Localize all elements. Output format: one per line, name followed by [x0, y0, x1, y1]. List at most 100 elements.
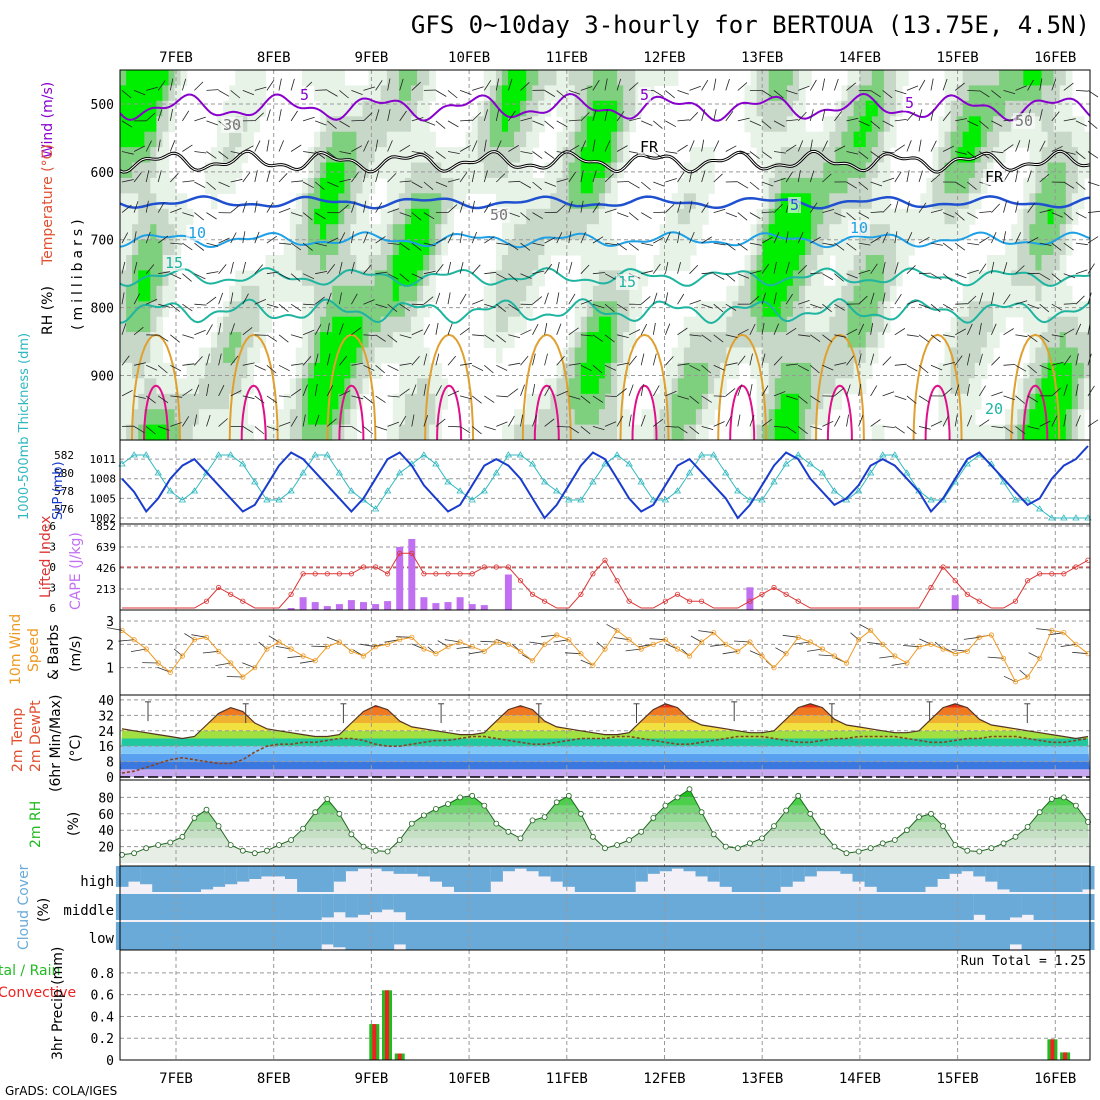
wind-barb	[1027, 202, 1036, 213]
rh-cell	[774, 116, 782, 133]
rh-cell	[1023, 70, 1030, 86]
rh-cell	[598, 208, 606, 225]
wind-barb	[785, 231, 789, 244]
rh-cell	[217, 162, 224, 179]
rh-cell	[774, 147, 782, 164]
wind-barb	[326, 322, 330, 335]
rh-cell	[356, 147, 364, 164]
rh-cell	[368, 131, 376, 148]
rh-cell	[1005, 409, 1012, 426]
rh-cell	[501, 162, 509, 179]
rh-cell	[641, 70, 649, 86]
rh-cell	[762, 85, 770, 102]
rh-cell	[877, 193, 885, 210]
wind-barb	[749, 120, 762, 127]
rh-cell	[235, 424, 242, 441]
wind-barb	[387, 334, 398, 343]
rh-cell	[144, 424, 151, 441]
rh-cell	[598, 285, 606, 302]
rh-cell	[1017, 100, 1024, 117]
rh-cell	[392, 100, 400, 117]
rh-cell	[1059, 147, 1067, 164]
cloud-fill	[333, 866, 346, 882]
rh-cell	[483, 332, 491, 349]
wind-barb	[773, 232, 780, 244]
cloud-cell	[429, 922, 443, 950]
wind-barb	[882, 151, 895, 154]
rh-cell	[247, 70, 254, 86]
rh-cell	[1071, 332, 1079, 349]
dewpoint-line	[121, 735, 1089, 774]
warm-isotherm-arch	[228, 333, 279, 441]
rh-cell	[411, 70, 418, 86]
rh-cell	[283, 409, 291, 426]
rh-cell	[950, 177, 958, 194]
rh-cell	[902, 70, 909, 86]
rh-cell	[362, 116, 370, 133]
rh-cell	[695, 224, 703, 241]
rh-cell	[326, 162, 333, 179]
rh-cell	[1059, 208, 1067, 225]
rh-cell	[326, 100, 333, 117]
rh-cell	[586, 224, 594, 241]
rh-cell	[962, 224, 970, 241]
rh-cell	[956, 301, 964, 318]
wind-barb	[423, 384, 427, 396]
rh-cell	[126, 424, 133, 441]
cloud-cell	[1045, 922, 1059, 950]
rh-cell	[368, 270, 376, 287]
rh-cell	[168, 285, 176, 302]
wind-barb	[701, 202, 709, 213]
cloud-cell	[574, 894, 588, 920]
rh-cell	[938, 147, 946, 164]
rh-cell	[829, 208, 836, 225]
rh-cell	[811, 208, 818, 225]
rh-cell	[780, 301, 788, 318]
rh-cell	[859, 347, 867, 364]
wind10-point	[867, 627, 874, 633]
wind-barb	[423, 414, 429, 427]
rh-cell	[247, 347, 254, 364]
wind-barb	[918, 202, 927, 213]
rh-cell	[168, 409, 176, 426]
rh-cell	[307, 70, 315, 86]
wind-barb	[785, 293, 793, 305]
rh-cell	[847, 147, 855, 164]
warm-isotherm-arch	[1010, 333, 1061, 441]
wind-barb	[411, 242, 422, 251]
rh-cell	[974, 301, 982, 318]
wind-barb	[665, 261, 669, 274]
precip-tick-label: 0	[106, 1054, 114, 1069]
rh-cell	[592, 316, 600, 333]
cloud-cell	[731, 922, 745, 950]
rh-cell	[762, 208, 770, 225]
rh-cell	[156, 316, 164, 333]
rh-cell	[768, 255, 776, 271]
rh-cell	[823, 116, 830, 133]
rh-cell	[380, 116, 388, 133]
rh-cell	[162, 177, 170, 194]
wind-barb	[532, 296, 543, 305]
rh-cell	[138, 131, 145, 148]
wind10-point	[312, 658, 318, 664]
wind-barb	[604, 78, 608, 91]
footer-credit: GrADS: COLA/IGES	[5, 1084, 117, 1098]
rh-cell	[768, 409, 776, 426]
contour-label: FR	[985, 168, 1004, 186]
cloud-fill	[1009, 894, 1023, 918]
rh-cell	[295, 193, 303, 210]
wind-barb	[146, 86, 158, 91]
rh-cell	[586, 301, 594, 318]
wind10-barb	[202, 650, 219, 654]
rh-cell	[1041, 285, 1049, 302]
rh-cell	[120, 316, 127, 333]
rh2m-point	[940, 823, 946, 829]
wind-barb	[278, 364, 290, 372]
lifted-index-point	[698, 598, 705, 604]
rh-cell	[738, 285, 746, 302]
rh-cell	[301, 424, 309, 441]
rh-cell	[1071, 177, 1079, 194]
rh2m-point	[541, 814, 548, 820]
wind-barb	[641, 270, 653, 275]
rh-cell	[1077, 424, 1085, 441]
